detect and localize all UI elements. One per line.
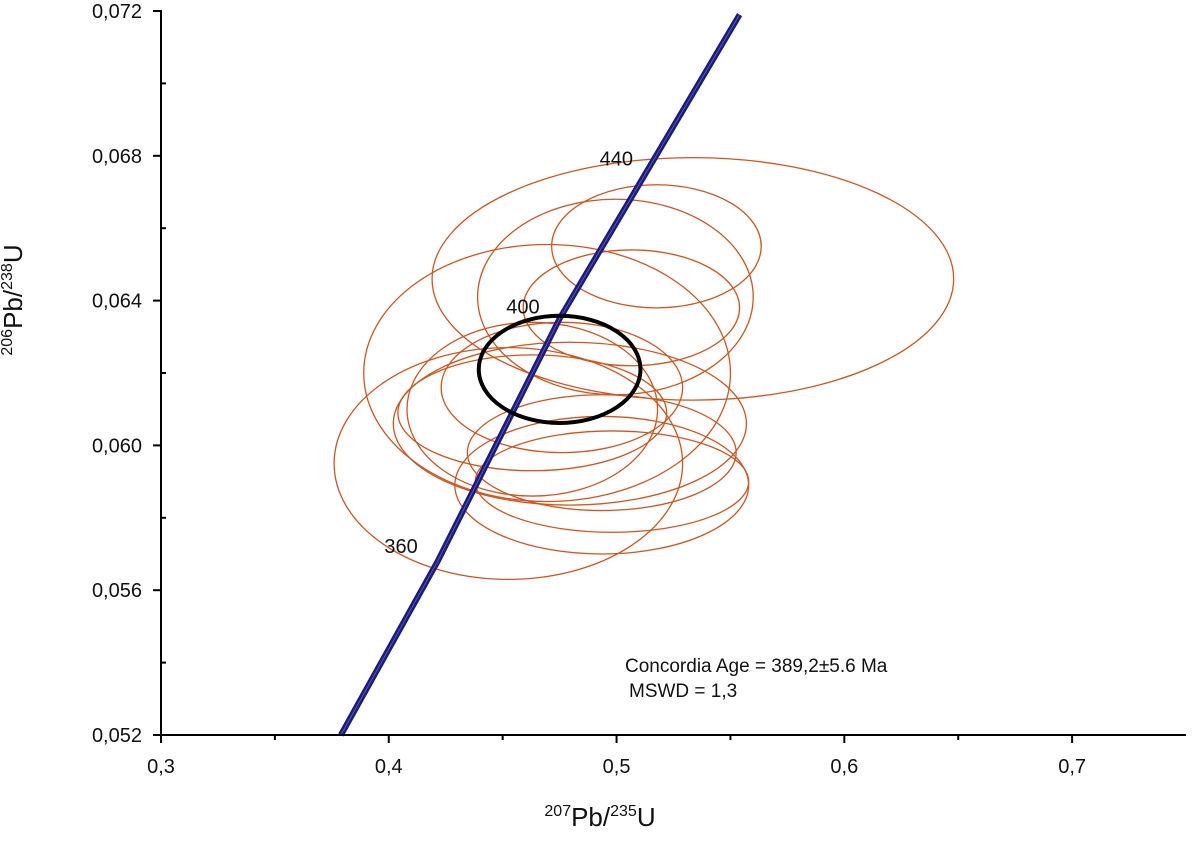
annotation-concordia-age: Concordia Age = 389,2±5.6 Ma	[625, 656, 888, 677]
age-labels: 360 400 440	[384, 149, 633, 559]
annotation-mswd: MSWD = 1,3	[629, 681, 737, 702]
error-ellipse-6	[392, 341, 748, 506]
error-ellipse-5	[522, 249, 741, 367]
x-tick-label: 0,7	[1058, 756, 1086, 778]
x-tick-label: 0,6	[830, 756, 858, 778]
error-ellipse-10	[397, 354, 668, 472]
y-tick-label: 0,072	[92, 1, 142, 23]
y-tick-label: 0,068	[92, 146, 142, 168]
error-ellipse-7	[333, 347, 684, 580]
y-tick-label: 0,064	[92, 291, 142, 313]
concordia-age-ellipse	[476, 313, 643, 425]
error-ellipse-8	[406, 321, 659, 497]
y-tick-label: 0,060	[92, 435, 142, 457]
error-ellipse-13	[466, 394, 737, 512]
x-tick-label: 0,5	[603, 756, 631, 778]
error-ellipse-12	[474, 430, 750, 533]
concordia-line-highlight	[340, 14, 741, 736]
error-ellipse-9	[440, 321, 684, 454]
age-label-400: 400	[506, 297, 539, 319]
concordia-age-ellipse-group	[476, 313, 643, 425]
age-label-360: 360	[384, 536, 417, 558]
x-axis-title: 207Pb/235U	[544, 802, 655, 832]
axis-ticks: 0,3 0,4 0,5 0,6 0,7 0,052 0,056 0,060 0,064 0,068…	[92, 1, 1086, 778]
error-ellipse-2	[363, 243, 732, 503]
x-tick-label: 0,3	[147, 756, 175, 778]
y-tick-label: 0,052	[92, 725, 142, 747]
error-ellipse-4	[550, 184, 762, 309]
x-tick-label: 0,4	[375, 756, 403, 778]
y-axis-title: 206Pb/238U	[0, 244, 28, 355]
age-label-440: 440	[600, 149, 633, 171]
y-tick-label: 0,056	[92, 580, 142, 602]
error-ellipses	[333, 156, 955, 580]
concordia-curve	[338, 13, 743, 737]
error-ellipse-1	[431, 156, 955, 401]
